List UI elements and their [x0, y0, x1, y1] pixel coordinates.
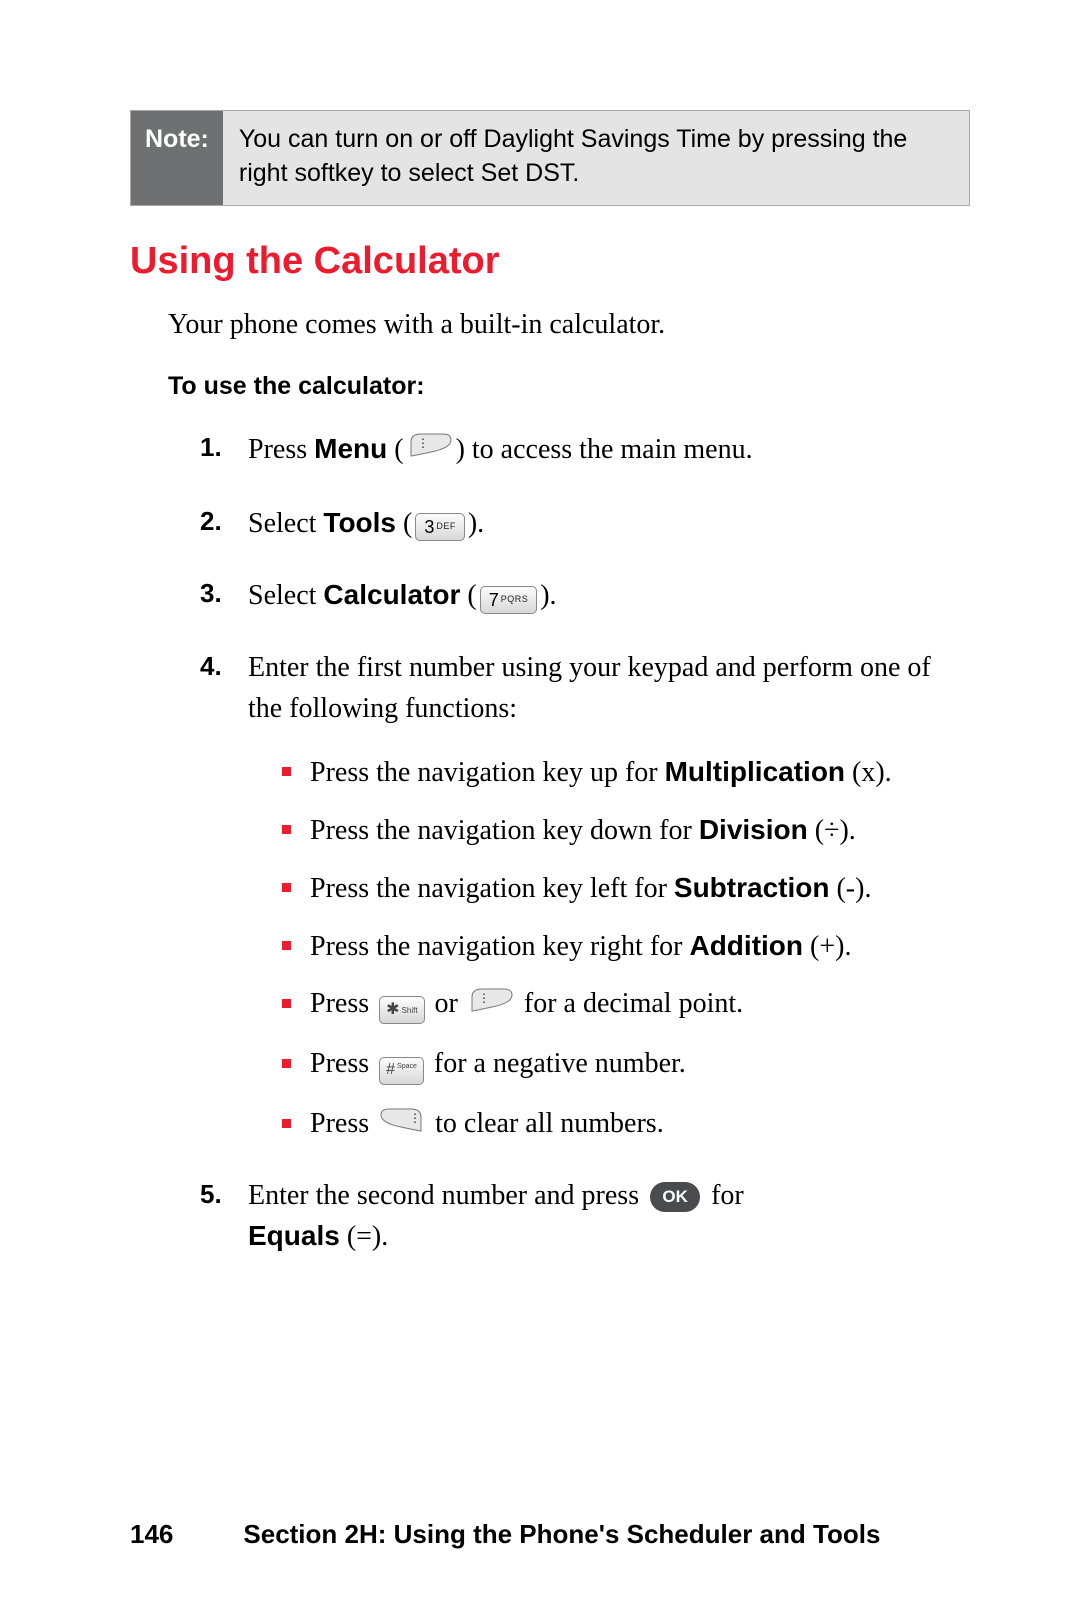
step-text-post: to access the main menu.: [472, 434, 753, 465]
bullet-subtract: Press the navigation key left for Subtra…: [282, 868, 970, 908]
keypad-hash-icon: #Space: [379, 1046, 424, 1085]
bullet-bold: Multiplication: [665, 756, 845, 787]
step-text: Enter the second number and press: [248, 1180, 646, 1211]
bullet-text: Press: [310, 988, 376, 1019]
bullet-bold: Subtraction: [674, 872, 830, 903]
bullet-text: Press the navigation key down for: [310, 815, 699, 846]
bullet-clear: Press ⋮ to clear all numbers.: [282, 1104, 970, 1146]
bullet-post: for a decimal point.: [524, 988, 743, 1019]
keypad-7-icon: 7PQRS: [480, 578, 538, 619]
step-text: Select: [248, 508, 323, 539]
manual-page: Note: You can turn on or off Daylight Sa…: [0, 0, 1080, 1620]
intro-text: Your phone comes with a built-in calcula…: [168, 305, 970, 344]
step-text: Select: [248, 580, 323, 611]
steps-list: Press Menu ( ⋮ ) to access the main menu…: [200, 429, 970, 1258]
step-5: Enter the second number and press OK for…: [200, 1176, 970, 1258]
bullet-text: Press the navigation key up for: [310, 757, 665, 788]
sub-bullets: Press the navigation key up for Multipli…: [282, 752, 970, 1146]
bullet-suffix: (÷).: [808, 815, 856, 846]
note-label: Note:: [131, 111, 223, 205]
bullet-divide: Press the navigation key down for Divisi…: [282, 810, 970, 850]
step-text: Press: [248, 434, 314, 465]
ok-button-icon: OK: [650, 1182, 700, 1212]
step-1: Press Menu ( ⋮ ) to access the main menu…: [200, 429, 970, 473]
note-box: Note: You can turn on or off Daylight Sa…: [130, 110, 970, 206]
bullet-post: to clear all numbers.: [435, 1108, 664, 1139]
bullet-text: Press the navigation key left for: [310, 873, 674, 904]
note-text: You can turn on or off Daylight Savings …: [223, 111, 969, 205]
step-mid: for: [711, 1180, 744, 1211]
step-2: Select Tools (3DEF).: [200, 503, 970, 546]
bullet-post: for a negative number.: [434, 1048, 686, 1079]
bullet-negative: Press #Space for a negative number.: [282, 1044, 970, 1085]
page-footer: 146 Section 2H: Using the Phone's Schedu…: [130, 1519, 970, 1550]
bullet-decimal: Press ✱Shift or ⋮ for a decimal point.: [282, 984, 970, 1026]
bullet-suffix: (x).: [845, 757, 892, 788]
step-suffix: (=).: [340, 1221, 388, 1252]
bullet-text: Press the navigation key right for: [310, 931, 689, 962]
bullet-add: Press the navigation key right for Addit…: [282, 926, 970, 966]
footer-section: Section 2H: Using the Phone's Scheduler …: [243, 1519, 880, 1550]
svg-text:⋮: ⋮: [478, 991, 490, 1005]
keypad-3-icon: 3DEF: [415, 505, 465, 546]
page-number: 146: [130, 1519, 173, 1550]
svg-text:⋮: ⋮: [409, 1111, 421, 1125]
step-bold: Menu: [314, 433, 387, 464]
bullet-text: Press: [310, 1048, 376, 1079]
step-text: Enter the first number using your keypad…: [248, 652, 931, 724]
bullet-mid: or: [435, 988, 465, 1019]
softkey-left-icon: ⋮: [407, 430, 453, 473]
step-4: Enter the first number using your keypad…: [200, 648, 970, 1145]
svg-text:⋮: ⋮: [417, 436, 429, 450]
bullet-bold: Addition: [689, 930, 803, 961]
step-bold: Equals: [248, 1220, 340, 1251]
procedure-subhead: To use the calculator:: [168, 372, 970, 401]
bullet-bold: Division: [699, 814, 808, 845]
bullet-suffix: (+).: [803, 931, 851, 962]
step-3: Select Calculator (7PQRS).: [200, 575, 970, 618]
section-heading: Using the Calculator: [130, 240, 970, 283]
keypad-star-icon: ✱Shift: [379, 986, 424, 1025]
step-bold: Calculator: [323, 579, 460, 610]
softkey-left-icon: ⋮: [468, 985, 514, 1026]
bullet-suffix: (-).: [829, 873, 871, 904]
step-bold: Tools: [323, 507, 396, 538]
softkey-right-icon: ⋮: [379, 1105, 425, 1146]
bullet-multiply: Press the navigation key up for Multipli…: [282, 752, 970, 792]
bullet-text: Press: [310, 1108, 376, 1139]
